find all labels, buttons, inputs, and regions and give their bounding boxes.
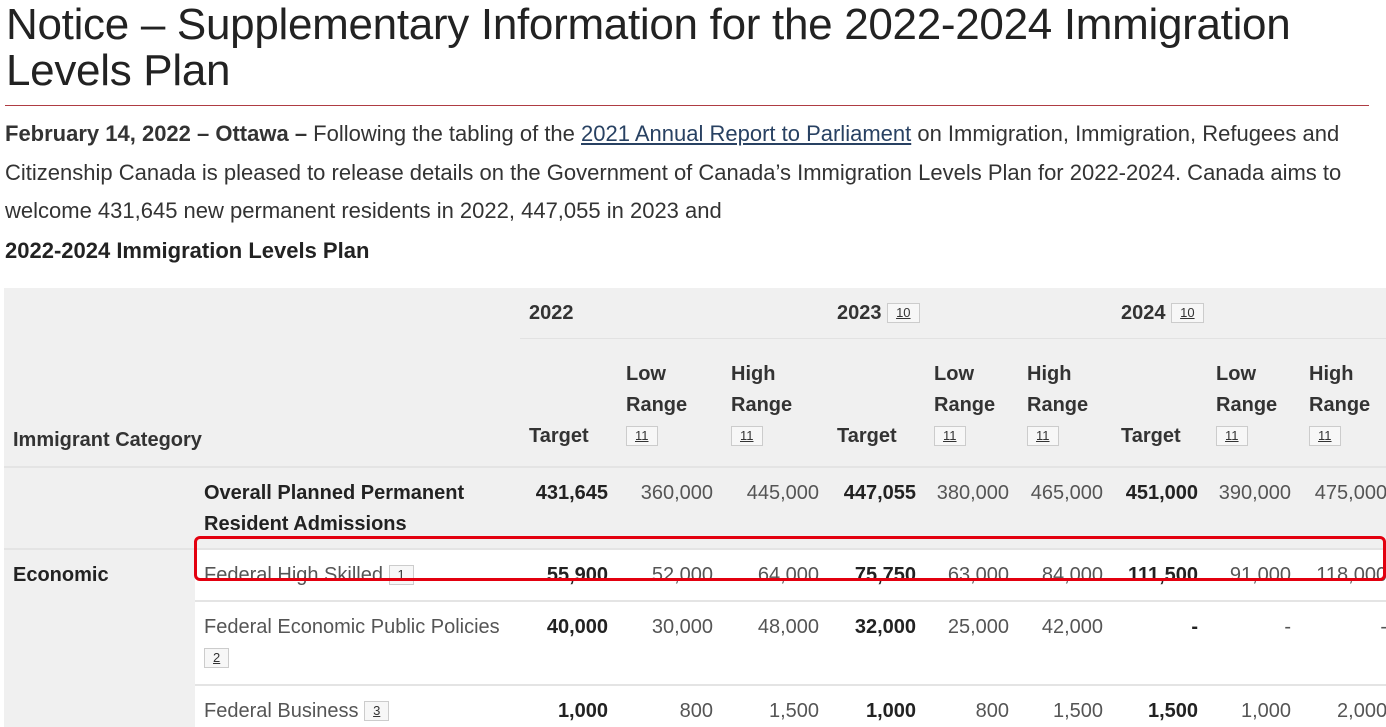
footnote-link[interactable]: 2 bbox=[204, 648, 230, 668]
target-value: 1,000 bbox=[828, 685, 926, 727]
column-header: Low Range 11 bbox=[617, 338, 722, 467]
column-label: High Range bbox=[731, 363, 793, 416]
footnote-link[interactable]: 3 bbox=[364, 701, 390, 721]
footnote-link[interactable]: 11 bbox=[731, 426, 763, 446]
column-label: High Range bbox=[1027, 363, 1089, 416]
intro-text-cont: on Immigration, Immigration, Refugees an… bbox=[5, 121, 1342, 223]
target-value: 40,000 bbox=[520, 601, 617, 685]
category-cell: Economic bbox=[4, 549, 195, 727]
footnote-link[interactable]: 11 bbox=[1027, 426, 1059, 446]
range-value: - bbox=[1300, 601, 1386, 685]
range-value: 48,000 bbox=[722, 601, 829, 685]
year-header: 2023 10 bbox=[828, 288, 1113, 339]
year-label: 2024 bbox=[1121, 301, 1166, 324]
column-header: High Range 11 bbox=[722, 338, 829, 467]
target-value: 1,500 bbox=[1112, 685, 1208, 727]
range-value: 445,000 bbox=[722, 467, 829, 549]
column-header: Low Range 11 bbox=[925, 338, 1019, 467]
footnote-link[interactable]: 10 bbox=[1171, 302, 1204, 323]
column-header: Target bbox=[520, 338, 617, 467]
column-label: Low Range bbox=[626, 363, 688, 416]
table-row: Economic Federal High Skilled 1 55,900 52,0… bbox=[4, 549, 1386, 727]
target-value: 447,055 bbox=[828, 467, 926, 549]
column-label: Low Range bbox=[934, 363, 996, 416]
category-header: Immigrant Category bbox=[4, 288, 520, 467]
subcategory-label: Federal Business bbox=[204, 700, 359, 722]
subcategory-cell: Federal High Skilled 1 bbox=[195, 549, 520, 601]
column-label: High Range bbox=[1309, 363, 1371, 416]
range-value: 475,000 bbox=[1300, 467, 1386, 549]
subcategory-label: Federal Economic Public Policies bbox=[204, 616, 500, 638]
target-value: 431,645 bbox=[520, 467, 617, 549]
column-header: Target bbox=[828, 338, 926, 467]
footnote-link[interactable]: 11 bbox=[934, 426, 966, 446]
year-header: 2022 bbox=[520, 288, 829, 339]
range-value: 84,000 bbox=[1018, 549, 1113, 601]
year-label: 2022 bbox=[529, 301, 574, 324]
page-title: Notice – Supplementary Information for t… bbox=[6, 0, 1291, 95]
column-header: High Range 11 bbox=[1018, 338, 1113, 467]
range-value: 390,000 bbox=[1207, 467, 1301, 549]
range-value: 91,000 bbox=[1207, 549, 1301, 601]
year-label: 2023 bbox=[837, 301, 882, 324]
range-value: 360,000 bbox=[617, 467, 722, 549]
footnote-link[interactable]: 1 bbox=[388, 565, 414, 585]
intro-paragraph: February 14, 2022 – Ottawa – Following t… bbox=[5, 115, 1375, 231]
range-value: 118,000 bbox=[1300, 549, 1386, 601]
range-value: 800 bbox=[925, 685, 1019, 727]
column-label: Target bbox=[1121, 425, 1181, 447]
range-value: 63,000 bbox=[925, 549, 1019, 601]
category-cell bbox=[4, 467, 195, 549]
table-row: Federal Economic Public Policies 2 40,000… bbox=[4, 601, 1386, 685]
column-label: Low Range bbox=[1216, 363, 1278, 416]
dateline: February 14, 2022 – Ottawa – bbox=[5, 121, 308, 146]
table-row: Federal Business 3 1,000 800 1,500 1,000 800 1… bbox=[4, 685, 1386, 727]
footnote-link[interactable]: 11 bbox=[1309, 426, 1341, 446]
range-value: 64,000 bbox=[722, 549, 829, 601]
column-label: Target bbox=[837, 425, 897, 447]
range-value: 42,000 bbox=[1018, 601, 1113, 685]
footnote-link[interactable]: 11 bbox=[1216, 426, 1248, 446]
levels-plan-table: Immigrant Category 2022 2023 10 2024 10 … bbox=[4, 288, 1386, 727]
subcategory-cell: Overall Planned Permanent Resident Admis… bbox=[195, 467, 520, 549]
year-header: 2024 10 bbox=[1112, 288, 1386, 339]
range-value: 380,000 bbox=[925, 467, 1019, 549]
range-value: 1,000 bbox=[1207, 685, 1301, 727]
range-value: 1,500 bbox=[1018, 685, 1113, 727]
target-value: 75,750 bbox=[828, 549, 926, 601]
table-row: Overall Planned Permanent Resident Admis… bbox=[4, 467, 1386, 549]
intro-text: Following the tabling of the bbox=[307, 121, 582, 146]
column-header: Low Range 11 bbox=[1207, 338, 1301, 467]
target-value: 55,900 bbox=[520, 549, 617, 601]
title-divider bbox=[5, 105, 1369, 106]
footnote-link[interactable]: 11 bbox=[626, 426, 658, 446]
range-value: 52,000 bbox=[617, 549, 722, 601]
target-value: 32,000 bbox=[828, 601, 926, 685]
range-value: 465,000 bbox=[1018, 467, 1113, 549]
target-value: - bbox=[1112, 601, 1208, 685]
footnote-link[interactable]: 10 bbox=[887, 302, 920, 323]
range-value: 2,000 bbox=[1300, 685, 1386, 727]
subcategory-cell: Federal Economic Public Policies 2 bbox=[195, 601, 520, 685]
subcategory-cell: Federal Business 3 bbox=[195, 685, 520, 727]
subcategory-label: Federal High Skilled bbox=[204, 564, 383, 586]
column-label: Target bbox=[529, 425, 589, 447]
range-value: 25,000 bbox=[925, 601, 1019, 685]
annual-report-link[interactable]: 2021 Annual Report to Parliament bbox=[581, 121, 912, 146]
range-value: - bbox=[1207, 601, 1301, 685]
subcategory-label: Overall Planned Permanent Resident Admis… bbox=[204, 482, 465, 535]
range-value: 30,000 bbox=[617, 601, 722, 685]
table-title: 2022-2024 Immigration Levels Plan bbox=[5, 238, 370, 263]
range-value: 800 bbox=[617, 685, 722, 727]
target-value: 1,000 bbox=[520, 685, 617, 727]
column-header: Target bbox=[1112, 338, 1208, 467]
target-value: 451,000 bbox=[1112, 467, 1208, 549]
column-header: High Range 11 bbox=[1300, 338, 1386, 467]
range-value: 1,500 bbox=[722, 685, 829, 727]
target-value: 111,500 bbox=[1112, 549, 1208, 601]
